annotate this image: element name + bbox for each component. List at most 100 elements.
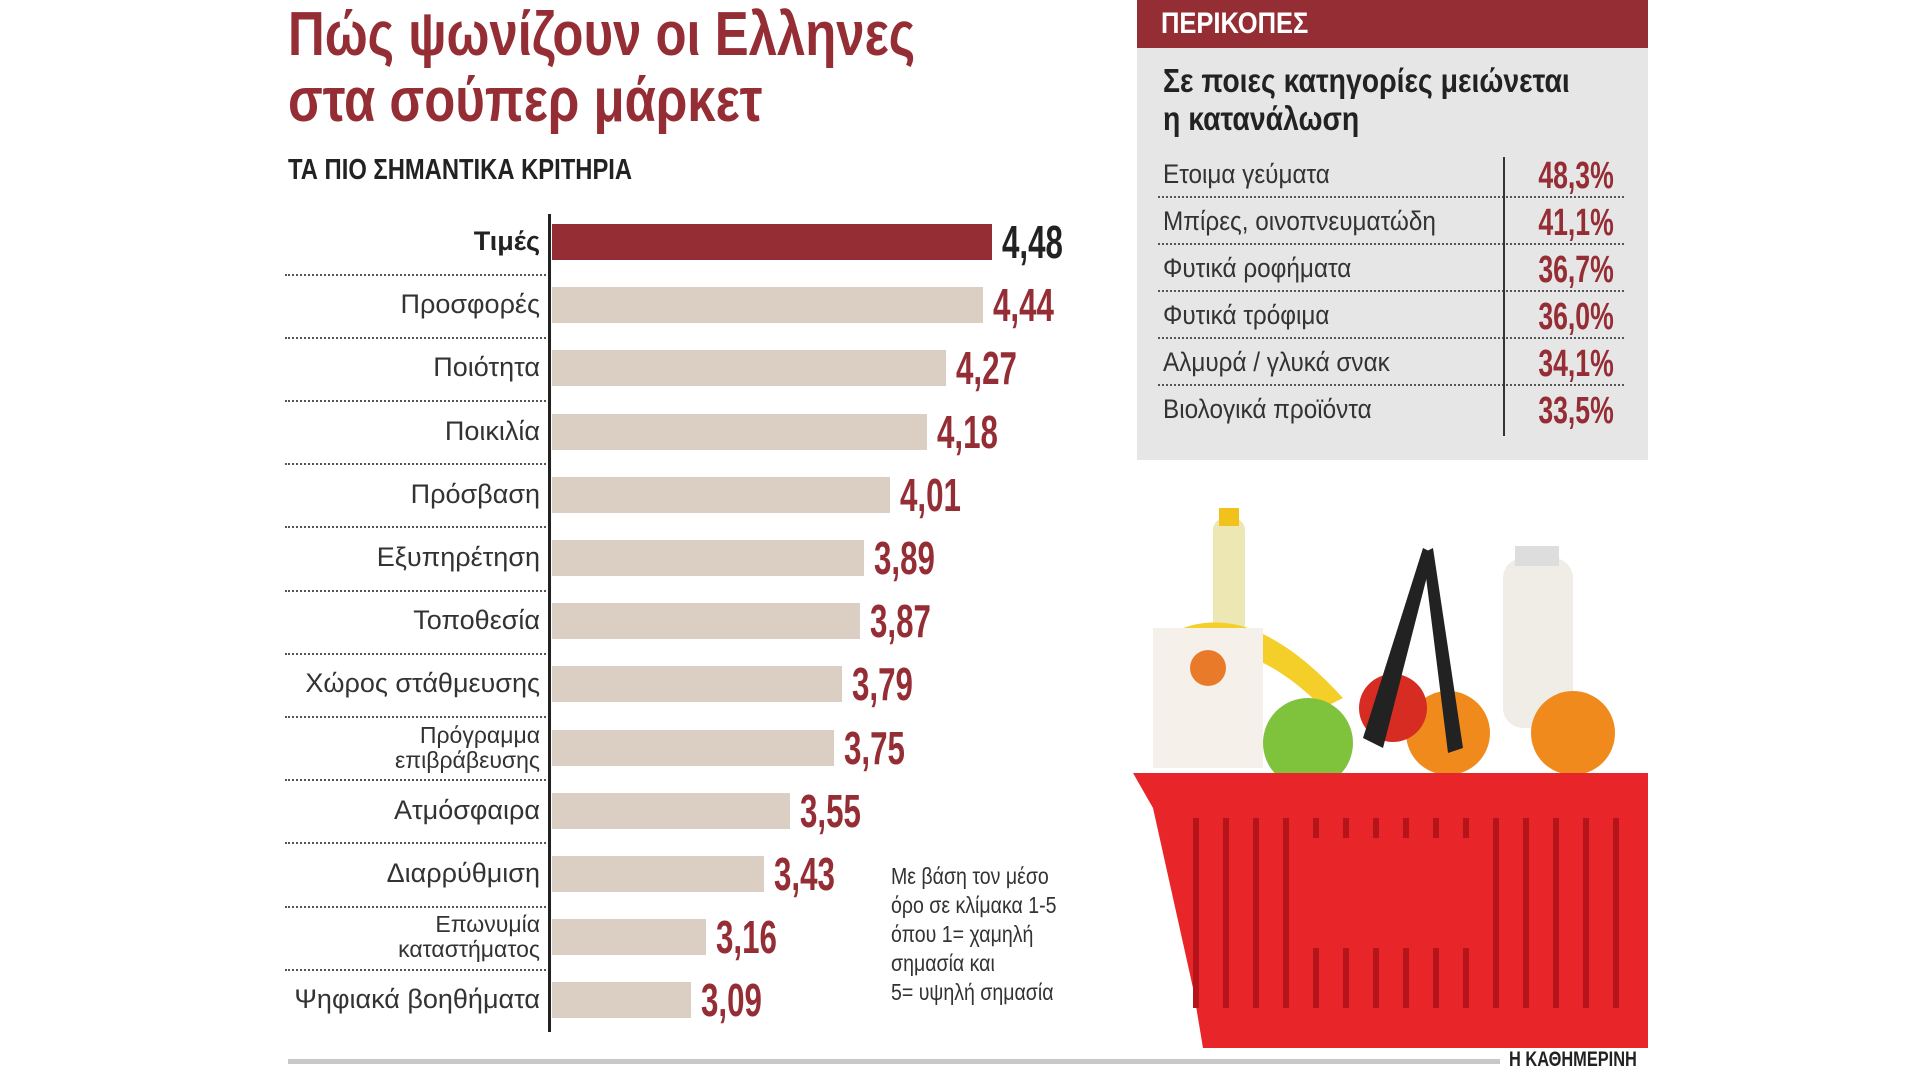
panel-row-label-text: Αλμυρά / γλυκά σνακ (1163, 347, 1390, 377)
bar-label-line: Προσφορές (400, 289, 540, 320)
panel-row-value: 36,0% (1538, 296, 1614, 338)
panel-row: Βιολογικά προϊόντα 33,5% (1158, 386, 1624, 433)
bar-label: Πρόσβαση (410, 478, 540, 509)
bar (552, 666, 843, 703)
bar (552, 287, 984, 324)
row-separator (285, 273, 546, 276)
bar-label-line: Πρόγραμμα (419, 721, 540, 748)
panel-row-label: Φυτικά τρόφιμα (1163, 300, 1348, 331)
page-title: Πώς ψωνίζουν οι Ελληνες στα σούπερ μάρκε… (288, 2, 1053, 134)
bar-value-label: 4,48 (1001, 216, 1063, 268)
panel-row-label: Φυτικά ροφήματα (1163, 253, 1372, 284)
note-line: 5= υψηλή σημασία (891, 979, 1054, 1005)
bar-value-label: 3,75 (843, 721, 905, 774)
bar-value-label: 4,27 (956, 342, 1018, 395)
bar-label: Τοποθεσία (413, 607, 540, 634)
panel-subtitle-line: Σε ποιες κατηγορίες μειώνεται (1163, 62, 1570, 99)
bar-value-label: 3,09 (700, 974, 762, 1027)
brand-logo: Η ΚΑΘΗΜΕΡΙΝΗ (1509, 1048, 1673, 1072)
note-line: σημασία και (891, 950, 995, 976)
bar-value-label: 3,43 (774, 848, 836, 900)
basket-label-plate (1308, 838, 1488, 948)
panel-row-value: 34,1% (1538, 343, 1614, 385)
note-line: όπου 1= χαμηλή (891, 921, 1034, 947)
bar (552, 792, 791, 829)
row-separator (285, 968, 546, 971)
bar-label: Επωνυμία καταστήματος (398, 912, 540, 962)
bar-label-line: Ατμόσφαιρα (394, 794, 540, 825)
panel-subtitle: Σε ποιες κατηγορίες μειώνεται η κατανάλω… (1163, 62, 1636, 138)
bar-value-label: 3,55 (800, 784, 862, 837)
juice-carton-icon (1153, 628, 1263, 768)
bar-label: Ατμόσφαιρα (394, 794, 540, 825)
panel-row-value: 48,3% (1538, 155, 1614, 197)
panel-row: Μπίρες, οινοπνευματώδη 41,1% (1158, 198, 1624, 245)
row-separator (285, 400, 546, 402)
bar-label: Πρόγραμμα επιβράβευσης (395, 721, 540, 773)
milk-bottle-icon (1503, 558, 1573, 728)
row-separator (1158, 290, 1624, 292)
bar-label: Προσφορές (401, 291, 540, 318)
bar-label-line: Ποικιλία (444, 415, 540, 446)
bar-label: Ποιότητα (433, 354, 540, 381)
shopping-basket-image (1133, 508, 1648, 1048)
bar-label-line: Πρόσβαση (410, 478, 540, 509)
row-separator (285, 336, 546, 339)
bar (552, 540, 865, 576)
bar-label-line: Εξυπηρέτηση (376, 542, 540, 572)
row-separator (285, 905, 546, 908)
panel-row-value: 41,1% (1538, 202, 1614, 244)
panel-row: Αλμυρά / γλυκά σνακ 34,1% (1158, 339, 1624, 386)
bar (552, 224, 992, 260)
bar (552, 350, 947, 387)
bar-label: Χώρος στάθμευσης (305, 670, 540, 697)
bar-label-line: Τοποθεσία (413, 605, 540, 636)
bar-label-line: καταστήματος (398, 936, 540, 963)
row-separator (285, 526, 546, 529)
footer-rule (288, 1059, 1500, 1064)
bar-label: Ψηφιακά βοηθήματα (294, 986, 540, 1013)
panel-row-label: Μπίρες, οινοπνευματώδη (1163, 206, 1466, 237)
bar (552, 982, 691, 1019)
bar-value-label: 4,44 (993, 279, 1055, 332)
panel-row-label: Βιολογικά προϊόντα (1163, 394, 1395, 425)
row-separator (1158, 196, 1624, 198)
bar-value-label: 3,16 (715, 911, 777, 964)
bar (552, 919, 706, 956)
bar-value-label: 3,87 (869, 595, 931, 648)
row-separator (285, 463, 546, 466)
brand-text: Η ΚΑΘΗΜΕΡΙΝΗ (1509, 1048, 1637, 1071)
note-line: Με βάση τον μέσο (891, 863, 1049, 889)
bar-value-label: 3,79 (852, 658, 914, 711)
panel-row-value: 36,7% (1538, 249, 1614, 291)
panel-row-value: 33,5% (1538, 390, 1614, 432)
title-line-1: Πώς ψωνίζουν οι Ελληνες (288, 0, 916, 69)
bar-label-line: Χώρος στάθμευσης (305, 668, 540, 699)
bar (552, 413, 927, 450)
panel-row-label-text: Φυτικά τρόφιμα (1163, 300, 1330, 330)
panel-row-label-text: Φυτικά ροφήματα (1163, 253, 1352, 283)
bar-label: Διαρρύθμιση (387, 860, 540, 887)
chart-subtitle: ΤΑ ΠΙΟ ΣΗΜΑΝΤΙΚΑ ΚΡΙΤΗΡΙΑ (288, 154, 708, 187)
chart-subtitle-text: ΤΑ ΠΙΟ ΣΗΜΑΝΤΙΚΑ ΚΡΙΤΗΡΙΑ (288, 154, 633, 186)
basket-handle-icon (1363, 548, 1433, 748)
row-separator (285, 652, 546, 655)
bar (552, 729, 834, 766)
bar-label-line: Ποιότητα (433, 352, 540, 383)
bar-label-line: Τιμές (473, 226, 540, 256)
panel-divider (1503, 157, 1505, 436)
bar-label-line: Επωνυμία (435, 911, 540, 938)
panel-row-label-text: Μπίρες, οινοπνευματώδη (1163, 206, 1436, 236)
apple-icon (1263, 698, 1353, 788)
panel-subtitle-line: η κατανάλωση (1163, 100, 1360, 137)
bar-label: Τιμές (474, 228, 540, 255)
bar-label-line: επιβράβευσης (395, 746, 540, 773)
row-separator (1158, 337, 1624, 339)
panel-row-label: Ετοιμα γεύματα (1163, 159, 1348, 190)
row-separator (285, 779, 546, 782)
panel-header: ΠΕΡΙΚΟΠΕΣ (1137, 0, 1648, 48)
bar-label-line: Ψηφιακά βοηθήματα (294, 984, 540, 1015)
bar (552, 603, 860, 640)
row-separator (285, 589, 546, 592)
bar (552, 476, 891, 513)
